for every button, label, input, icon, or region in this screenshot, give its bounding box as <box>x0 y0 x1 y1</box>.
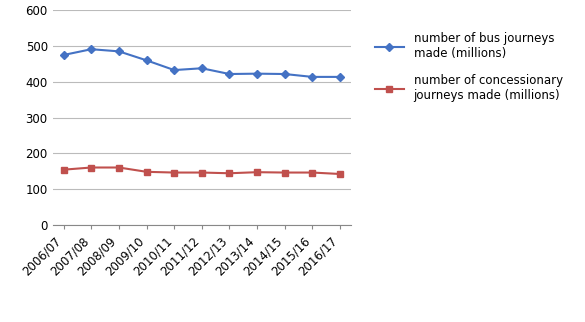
number of bus journeys
made (millions) <box>171 68 178 72</box>
number of concessionary
journeys made (millions) <box>198 171 205 175</box>
number of bus journeys
made (millions) <box>143 58 150 62</box>
number of concessionary
journeys made (millions) <box>171 171 178 175</box>
Legend: number of bus journeys
made (millions), number of concessionary
journeys made (m: number of bus journeys made (millions), … <box>369 26 569 108</box>
number of bus journeys
made (millions) <box>226 72 233 76</box>
number of bus journeys
made (millions) <box>198 66 205 70</box>
number of bus journeys
made (millions) <box>281 72 288 76</box>
number of concessionary
journeys made (millions) <box>309 171 316 175</box>
number of bus journeys
made (millions) <box>253 72 260 76</box>
number of concessionary
journeys made (millions) <box>60 168 67 172</box>
number of bus journeys
made (millions) <box>88 47 95 51</box>
number of concessionary
journeys made (millions) <box>226 171 233 175</box>
number of bus journeys
made (millions) <box>115 50 122 53</box>
Line: number of bus journeys
made (millions): number of bus journeys made (millions) <box>61 46 343 80</box>
Line: number of concessionary
journeys made (millions): number of concessionary journeys made (m… <box>61 165 343 177</box>
number of concessionary
journeys made (millions) <box>281 171 288 175</box>
number of concessionary
journeys made (millions) <box>143 170 150 174</box>
number of concessionary
journeys made (millions) <box>253 170 260 174</box>
number of bus journeys
made (millions) <box>336 75 343 79</box>
number of concessionary
journeys made (millions) <box>88 166 95 169</box>
number of concessionary
journeys made (millions) <box>115 166 122 169</box>
number of bus journeys
made (millions) <box>309 75 316 79</box>
number of bus journeys
made (millions) <box>60 53 67 57</box>
number of concessionary
journeys made (millions) <box>336 172 343 176</box>
